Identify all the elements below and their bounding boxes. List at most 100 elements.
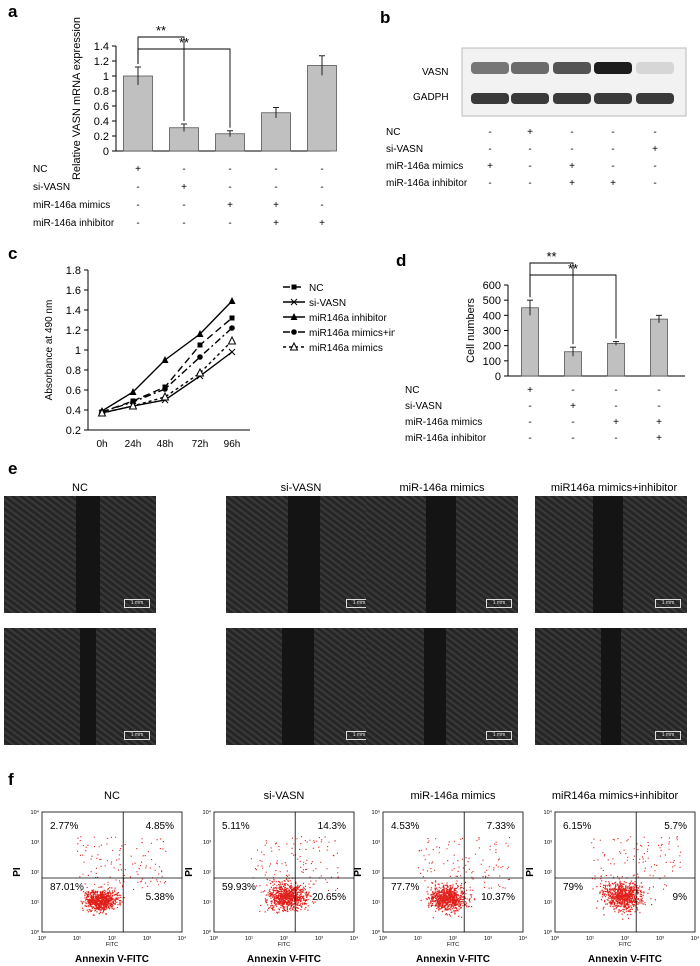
scale-bar: 1 mm <box>486 731 512 740</box>
panel-label-f: f <box>8 770 14 789</box>
condition-sign: - <box>320 200 323 211</box>
condition-sign: + <box>319 218 325 229</box>
y-tick-label: 0.4 <box>94 116 109 128</box>
condition-label: miR-146a mimics <box>405 417 482 428</box>
x-tick-label: 10¹ <box>414 936 422 942</box>
flow-events <box>591 836 682 920</box>
y-axis-label: PI <box>353 867 364 877</box>
western-blot: VASN GADPH NC - + - - - si-VASN - - - - + miR-146a mim… <box>386 47 687 189</box>
y-tick-label: 400 <box>483 310 501 322</box>
condition-label: NC <box>405 385 419 396</box>
condition-sign: - <box>570 144 573 155</box>
y-tick-label: 0 <box>495 371 501 383</box>
condition-label: miR-146a mimics <box>33 200 110 211</box>
y-tick-label: 10³ <box>31 840 39 846</box>
microscopy-image: 1 mm <box>4 496 156 613</box>
condition-sign: - <box>488 178 491 189</box>
flow-frame <box>382 811 524 933</box>
condition-sign: - <box>182 164 185 175</box>
flow-frame <box>554 811 696 933</box>
migration-title-1: NC <box>72 482 88 494</box>
significance-label: ** <box>179 35 189 50</box>
x-tick-label: 10⁰ <box>551 935 560 942</box>
y-tick-label: 10⁴ <box>203 809 212 816</box>
y-tick-label: 200 <box>483 341 501 353</box>
y-tick-label: 10⁰ <box>31 929 40 936</box>
vasn-band <box>636 62 674 74</box>
quadrant-upper-left: 2.77% <box>50 821 78 832</box>
quadrant-lower-left: 77.7% <box>391 882 419 893</box>
legend-label: miR146a mimics <box>309 343 383 354</box>
x-axis-small-label: FITC <box>619 942 631 948</box>
x-axis-label: Annexin V-FITC <box>588 954 662 965</box>
microscopy-image: 1 mm <box>226 628 378 745</box>
condition-sign: - <box>228 182 231 193</box>
marker <box>291 284 297 290</box>
condition-sign: - <box>528 417 531 428</box>
condition-label: miR-146a mimics <box>386 161 463 172</box>
quadrant-upper-left: 4.53% <box>391 821 419 832</box>
condition-sign: - <box>274 164 277 175</box>
y-axis-label: Absorbance at 490 nm <box>44 300 55 401</box>
condition-sign: - <box>136 182 139 193</box>
marker <box>195 367 205 377</box>
y-tick-label: 0.4 <box>66 405 81 417</box>
y-tick-label: 100 <box>483 356 501 368</box>
y-axis-label: PI <box>525 867 536 877</box>
significance-label: ** <box>546 249 556 264</box>
series-line <box>101 340 233 414</box>
condition-label: miR-146a inhibitor <box>33 218 115 229</box>
gadph-band <box>636 93 674 104</box>
x-tick-label: 10² <box>108 936 116 942</box>
condition-sign: - <box>528 178 531 189</box>
y-tick-label: 10¹ <box>31 900 39 906</box>
x-tick-label: 10⁰ <box>379 935 388 942</box>
x-tick-label: 72h <box>192 439 209 450</box>
scale-bar: 1 mm <box>655 731 681 740</box>
condition-sign: + <box>656 417 662 428</box>
significance-label: ** <box>156 23 166 38</box>
chart-d: 0 100 200 300 400 500 600 Cell numbers ** ** NC + - -… <box>405 249 685 444</box>
legend-label: miR146a inhibitor <box>309 313 387 324</box>
y-tick-label: 10² <box>31 870 39 876</box>
y-tick-label: 500 <box>483 295 501 307</box>
chart-c: 0.2 0.4 0.6 0.8 1 1.2 1.4 1.6 1.8 0h 24h 48h 72h 96h A… <box>44 265 395 450</box>
blot-membrane <box>461 47 687 117</box>
flow-frame <box>41 811 183 933</box>
microscopy-image: 1 mm <box>535 628 687 745</box>
x-tick-label: 10¹ <box>586 936 594 942</box>
x-tick-label: 10¹ <box>245 936 253 942</box>
condition-label: si-VASN <box>33 182 70 193</box>
quadrant-lower-left: 79% <box>563 882 583 893</box>
condition-sign: - <box>611 127 614 138</box>
wound-gap <box>76 496 100 613</box>
condition-label: miR-146a inhibitor <box>405 433 487 444</box>
condition-sign: - <box>182 218 185 229</box>
condition-sign: - <box>653 161 656 172</box>
y-tick-label: 10⁰ <box>203 929 212 936</box>
condition-sign: + <box>613 417 619 428</box>
microscopy-image: 1 mm <box>226 496 378 613</box>
marker <box>228 297 236 304</box>
legend-label: si-VASN <box>309 298 346 309</box>
bar <box>607 342 625 377</box>
condition-sign: - <box>611 144 614 155</box>
condition-sign: - <box>571 417 574 428</box>
marker <box>197 342 203 348</box>
condition-sign: - <box>320 182 323 193</box>
condition-sign: + <box>569 161 575 172</box>
condition-sign: - <box>571 385 574 396</box>
migration-title-4: miR146a mimics+inhibitor <box>550 482 678 494</box>
x-tick-label: 10⁰ <box>38 935 47 942</box>
wound-gap <box>593 496 623 613</box>
condition-sign: + <box>135 164 141 175</box>
condition-sign: - <box>182 200 185 211</box>
microscopy-image: 1 mm <box>366 628 518 745</box>
x-axis-small-label: FITC <box>278 942 290 948</box>
condition-sign: - <box>614 401 617 412</box>
panel-label-e: e <box>8 459 18 478</box>
microscopy-image: 1 mm <box>535 496 687 613</box>
chart-a: 0 0.2 0.4 0.6 0.8 1 1.2 1.4 Relative VASN mRNA e… <box>33 17 337 229</box>
y-tick-label: 1.8 <box>66 265 81 277</box>
condition-sign: - <box>528 433 531 444</box>
